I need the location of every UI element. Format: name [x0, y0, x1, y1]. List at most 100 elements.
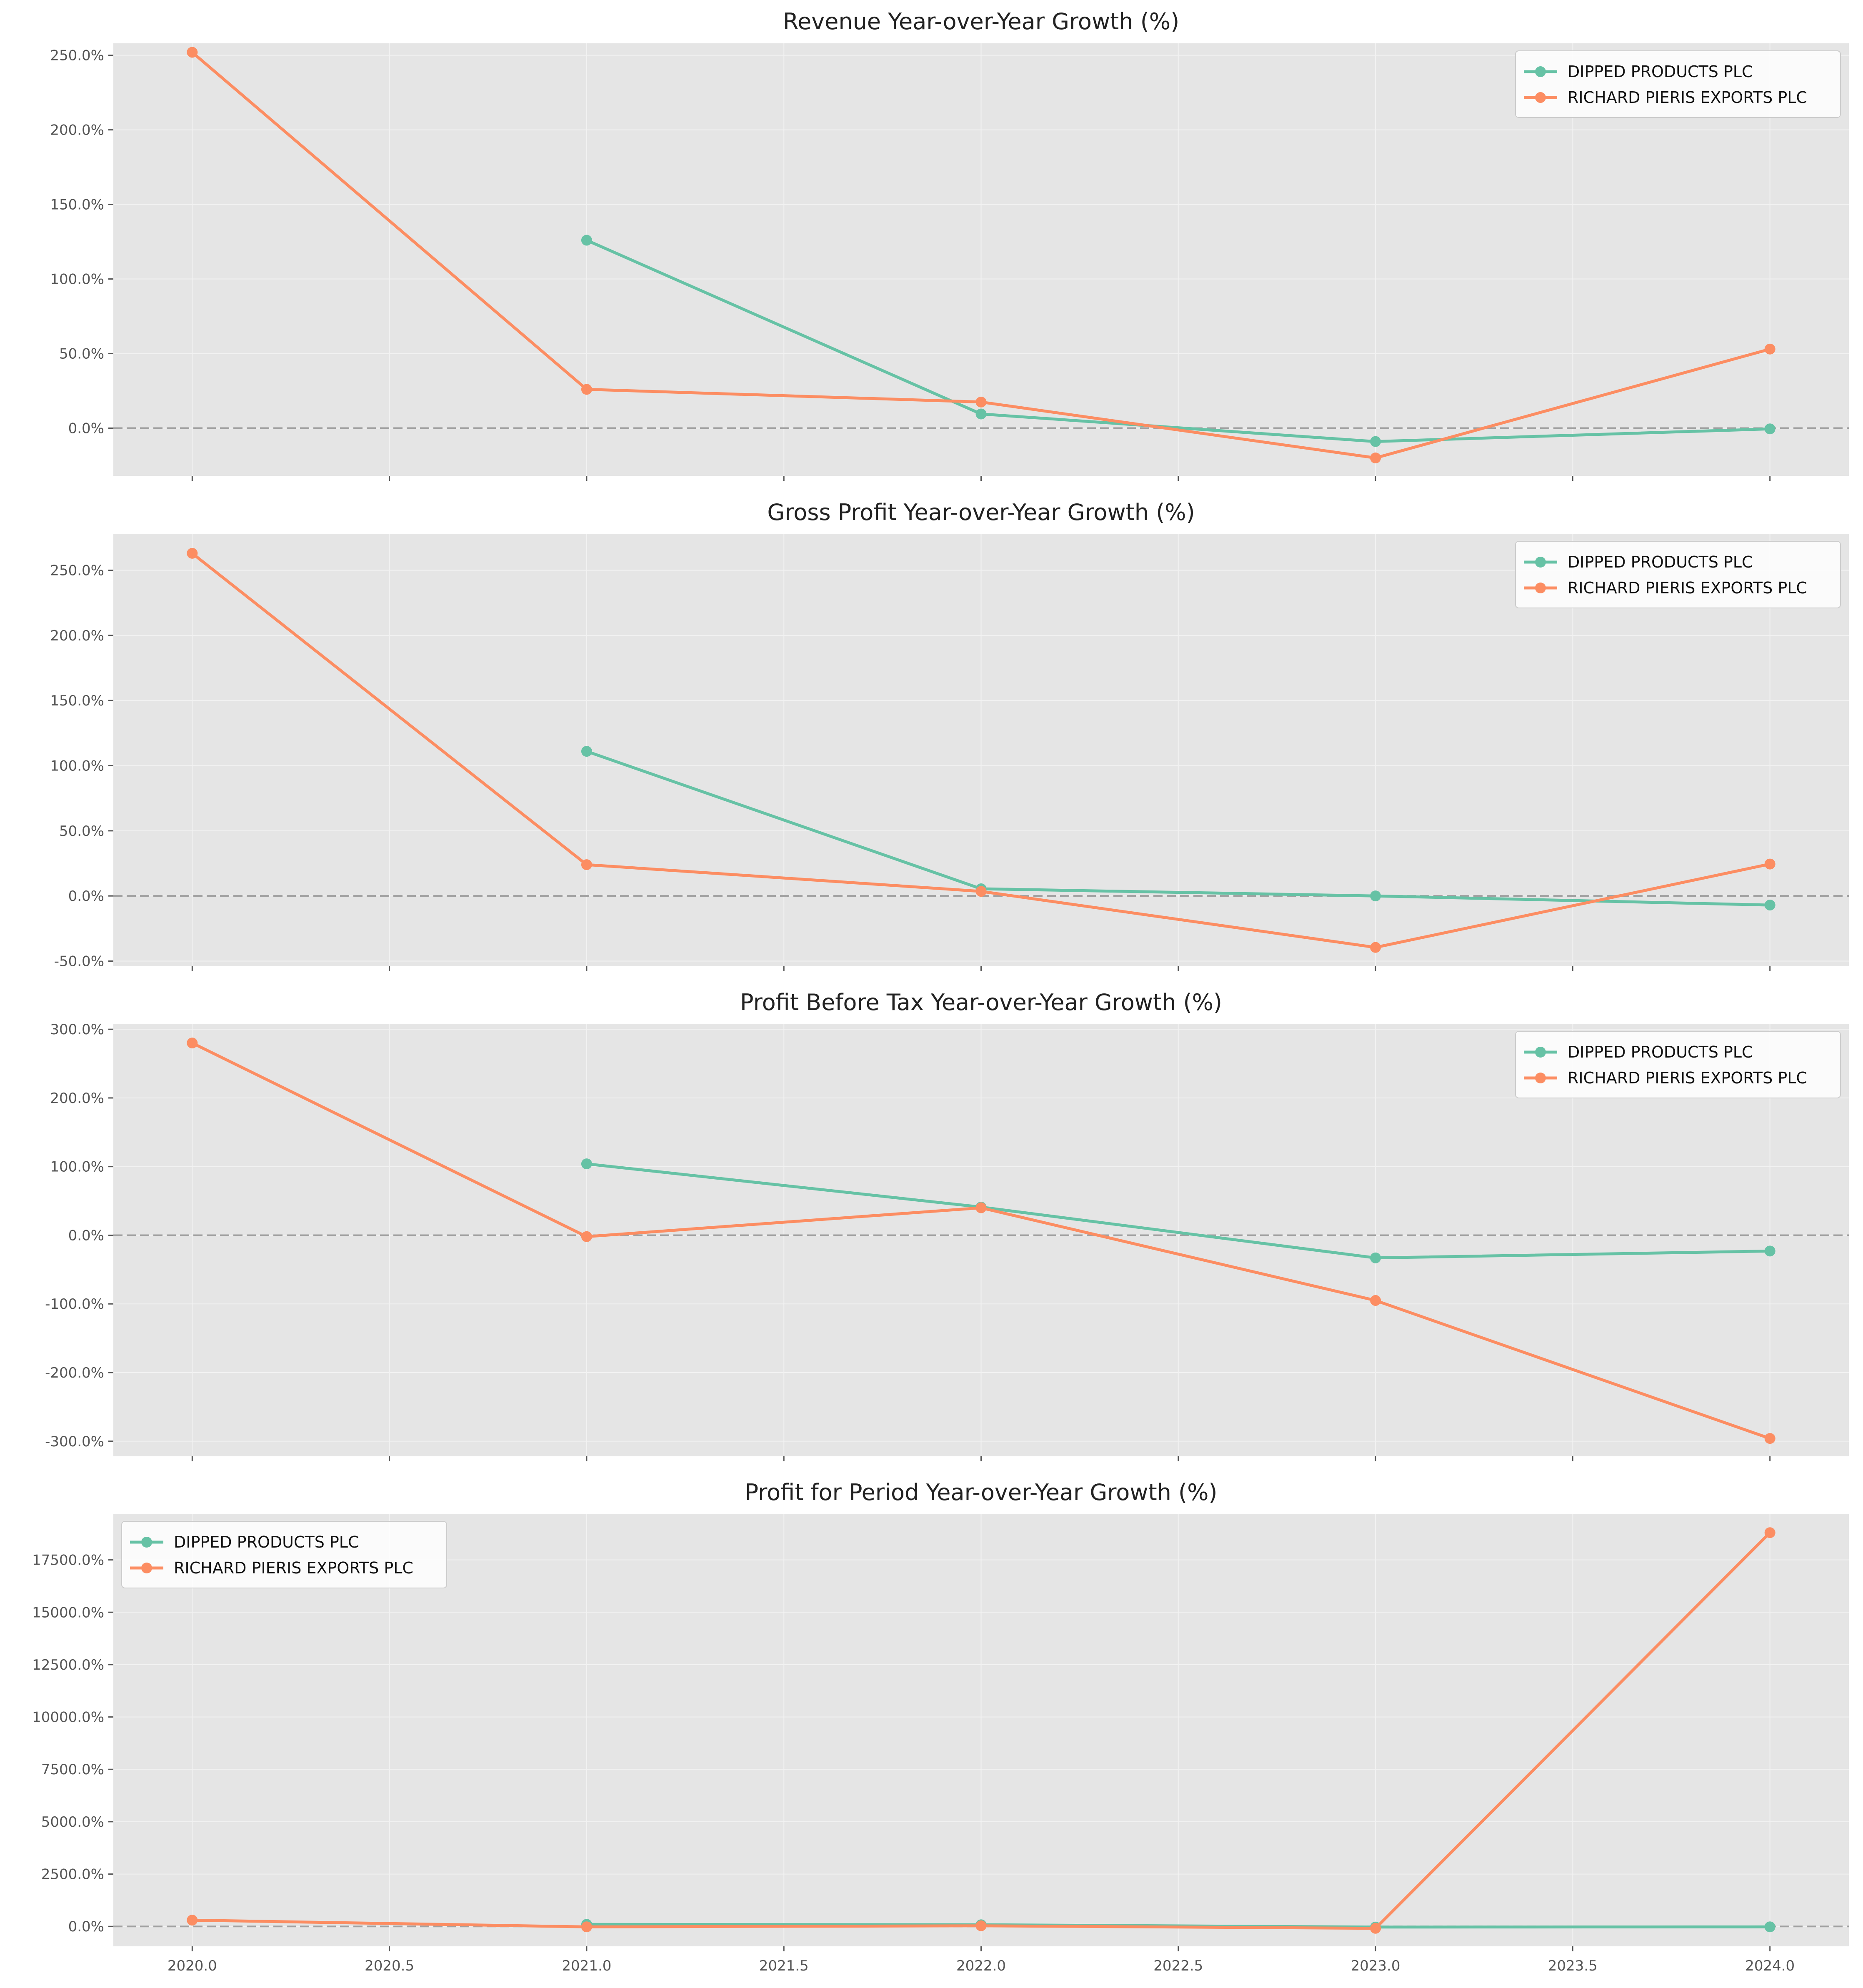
legend-entry: DIPPED PRODUCTS PLC [1568, 553, 1753, 571]
legend-box [1515, 1031, 1841, 1098]
y-tick-label: 17500.0% [32, 1552, 104, 1569]
data-point [581, 859, 592, 870]
data-point [975, 396, 987, 408]
data-point [581, 746, 592, 757]
y-tick-label: 50.0% [59, 823, 104, 840]
legend-swatch-marker [1535, 66, 1546, 77]
y-tick-label: 100.0% [50, 758, 104, 775]
y-tick-label: 7500.0% [41, 1761, 104, 1778]
data-point [187, 47, 198, 58]
panel-2: -50.0% 0.0% 50.0% 100.0% 150.0% 200.0% 250.0% G… [50, 499, 1849, 971]
y-tick-label: 0.0% [68, 1227, 104, 1244]
legend-swatch-marker [141, 1563, 152, 1573]
x-tick-label: 2022.5 [1153, 1958, 1203, 1974]
y-tick-label: -300.0% [45, 1433, 104, 1450]
legend-box [121, 1521, 447, 1588]
y-tick-label: 5000.0% [41, 1814, 104, 1830]
data-point [1764, 343, 1775, 355]
y-tick-label: 50.0% [59, 345, 104, 362]
data-point [1764, 1433, 1775, 1444]
y-tick-label: -200.0% [45, 1365, 104, 1381]
data-point [1764, 1527, 1775, 1538]
data-point [581, 384, 592, 395]
data-point [581, 1921, 592, 1933]
data-point [975, 886, 987, 897]
y-tick-label: 250.0% [50, 48, 104, 64]
legend-swatch-marker [1535, 92, 1546, 103]
y-tick-label: 100.0% [50, 1159, 104, 1175]
y-tick-label: 10000.0% [32, 1709, 104, 1726]
panel-3: -300.0% -200.0% -100.0% 0.0% 100.0% 200.0% 300… [45, 989, 1849, 1461]
data-point [1764, 423, 1775, 435]
y-tick-label: 0.0% [68, 1918, 104, 1935]
data-point [1370, 890, 1381, 902]
legend-swatch-marker [1535, 583, 1546, 593]
y-tick-label: 300.0% [50, 1021, 104, 1038]
x-tick-label: 2022.0 [956, 1958, 1006, 1974]
legend: DIPPED PRODUCTS PLC RICHARD PIERIS EXPORT… [1515, 1031, 1841, 1098]
legend-entry: RICHARD PIERIS EXPORTS PLC [1568, 579, 1807, 597]
y-tick-label: 200.0% [50, 122, 104, 139]
legend-entry: DIPPED PRODUCTS PLC [1568, 1043, 1753, 1061]
legend-swatch-marker [1535, 1047, 1546, 1058]
y-tick-label: 100.0% [50, 271, 104, 288]
y-tick-label: 0.0% [68, 888, 104, 905]
data-point [1764, 900, 1775, 911]
legend-swatch-marker [1535, 1073, 1546, 1083]
data-point [187, 548, 198, 559]
y-tick-label: 12500.0% [32, 1657, 104, 1673]
y-tick-label: 0.0% [68, 420, 104, 437]
legend-box [1515, 50, 1841, 118]
data-point [187, 1038, 198, 1049]
chart-title: Profit for Period Year-over-Year Growth … [745, 1479, 1218, 1505]
x-tick-label: 2021.0 [562, 1958, 611, 1974]
legend-entry: DIPPED PRODUCTS PLC [174, 1533, 359, 1551]
legend-entry: RICHARD PIERIS EXPORTS PLC [174, 1559, 413, 1577]
y-tick-label: 150.0% [50, 693, 104, 709]
data-point [1370, 1295, 1381, 1306]
series-line-dipped [586, 239, 1770, 443]
legend-swatch-marker [141, 1537, 152, 1548]
legend-swatch-marker [1535, 557, 1546, 568]
data-point [581, 1231, 592, 1242]
data-point [1370, 453, 1381, 464]
chart-title: Profit Before Tax Year-over-Year Growth … [740, 989, 1222, 1015]
chart-title: Revenue Year-over-Year Growth (%) [783, 8, 1179, 35]
x-tick-label: 2021.5 [759, 1958, 809, 1974]
y-tick-label: 200.0% [50, 628, 104, 644]
legend-entry: RICHARD PIERIS EXPORTS PLC [1568, 88, 1807, 107]
data-point [1370, 1252, 1381, 1263]
y-tick-label: -50.0% [54, 953, 104, 970]
legend: DIPPED PRODUCTS PLC RICHARD PIERIS EXPORT… [121, 1521, 447, 1588]
data-point [1764, 858, 1775, 870]
data-point [975, 408, 987, 420]
panel-4: 2020.0 2020.5 2021.0 2021.5 2022.0 2022.5 2023… [32, 1479, 1849, 1974]
x-tick-label: 2023.5 [1548, 1958, 1598, 1974]
legend-box [1515, 541, 1841, 608]
x-tick-label: 2020.0 [168, 1958, 217, 1974]
data-point [1370, 1923, 1381, 1934]
x-tick-label: 2020.5 [365, 1958, 414, 1974]
y-tick-label: 2500.0% [41, 1866, 104, 1883]
data-point [975, 1202, 987, 1213]
y-tick-label: 200.0% [50, 1090, 104, 1107]
data-point [975, 1920, 987, 1931]
legend-entry: RICHARD PIERIS EXPORTS PLC [1568, 1069, 1807, 1087]
data-point [1764, 1921, 1775, 1933]
data-point [581, 1158, 592, 1170]
y-tick-label: 250.0% [50, 563, 104, 579]
data-point [1370, 436, 1381, 447]
series-line-dipped [586, 1162, 1770, 1260]
data-point [187, 1915, 198, 1926]
chart-title: Gross Profit Year-over-Year Growth (%) [767, 499, 1195, 525]
legend-entry: DIPPED PRODUCTS PLC [1568, 63, 1753, 81]
series-line-dipped [586, 750, 1770, 907]
x-tick-label: 2024.0 [1745, 1958, 1795, 1974]
panel-1: 0.0% 50.0% 100.0% 150.0% 200.0% 250.0% Revenue… [50, 8, 1849, 481]
data-point [581, 235, 592, 246]
data-point [1370, 942, 1381, 953]
legend: DIPPED PRODUCTS PLC RICHARD PIERIS EXPORT… [1515, 50, 1841, 118]
y-tick-label: 15000.0% [32, 1604, 104, 1621]
y-tick-label: 150.0% [50, 197, 104, 213]
